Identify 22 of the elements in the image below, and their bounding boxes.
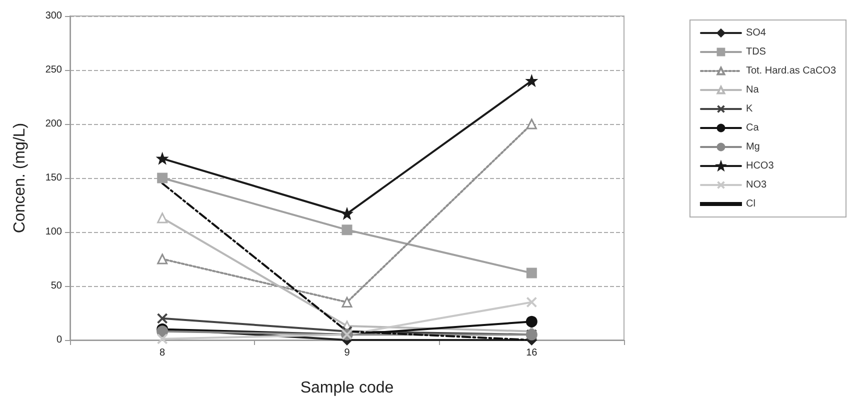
legend-label: K bbox=[746, 104, 753, 114]
y-tick-label: 300 bbox=[45, 10, 62, 22]
legend-label: HCO3 bbox=[746, 160, 774, 172]
y-tick-label: 200 bbox=[45, 118, 62, 130]
legend-label: Mg bbox=[746, 142, 760, 152]
legend-label: NO3 bbox=[746, 180, 767, 190]
legend-label: Cl bbox=[746, 198, 756, 210]
legend-label: TDS bbox=[746, 46, 766, 58]
y-tick-label: 250 bbox=[45, 64, 62, 76]
legend-label: Ca bbox=[746, 122, 760, 134]
x-tick-label: 16 bbox=[526, 348, 538, 358]
x-tick-label: 8 bbox=[160, 348, 166, 358]
legend-label: Tot. Hard.as CaCO3 bbox=[746, 66, 836, 76]
x-tick-label: 9 bbox=[344, 348, 350, 358]
y-axis-title: Concen. (mg/L) bbox=[12, 122, 28, 234]
legend-label: Na bbox=[746, 84, 760, 96]
x-axis-title: Sample code bbox=[300, 380, 394, 396]
y-tick-label: 150 bbox=[45, 172, 62, 184]
y-tick-label: 50 bbox=[50, 280, 62, 292]
y-tick-label: 0 bbox=[56, 334, 62, 346]
y-tick-label: 100 bbox=[45, 226, 62, 238]
legend-label: SO4 bbox=[746, 28, 766, 38]
